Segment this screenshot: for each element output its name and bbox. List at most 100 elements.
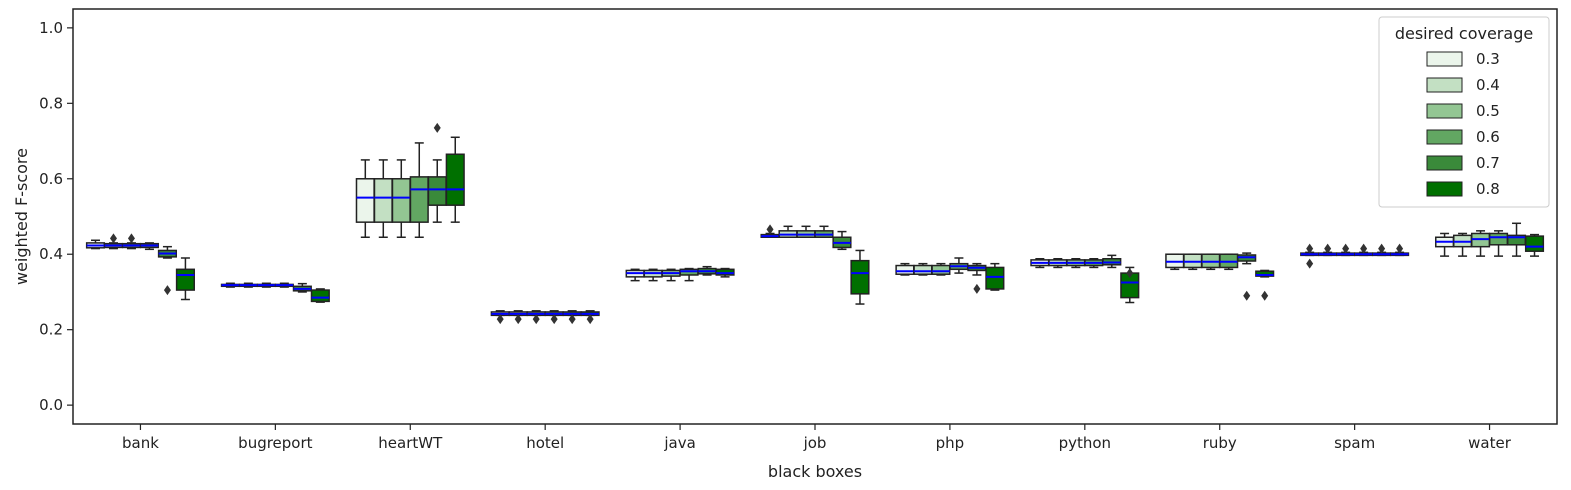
legend-item-0.8: 0.8: [1426, 180, 1500, 198]
outlier-point: [1378, 243, 1386, 254]
box-job-0.5: [796, 225, 816, 239]
box-ruby-0.4: [1183, 253, 1203, 271]
x-tick-label-job: job: [803, 434, 827, 452]
box-spam-0.8: [1390, 243, 1410, 257]
box-spam-0.5: [1336, 243, 1356, 257]
box-spam-0.4: [1318, 243, 1338, 257]
box-water-0.6: [1488, 230, 1509, 257]
legend-label: 0.3: [1476, 50, 1500, 68]
y-tick-label: 0.8: [39, 94, 63, 112]
x-tick-label-ruby: ruby: [1203, 434, 1237, 452]
box-ruby-0.6: [1219, 253, 1239, 271]
legend-item-0.5: 0.5: [1426, 102, 1500, 120]
x-axis: bank bugreport heartWT hotel java job php pytho…: [122, 424, 1512, 452]
box-iqr: [850, 259, 870, 295]
box-php-0.6: [949, 257, 969, 274]
box-heartWT-0.8: [445, 136, 465, 223]
boxes-layer: [85, 122, 1545, 325]
box-iqr: [1255, 270, 1275, 277]
y-tick-label: 0.4: [39, 245, 63, 263]
box-iqr: [391, 178, 411, 223]
box-iqr: [373, 178, 393, 223]
y-tick-label: 0.6: [39, 170, 63, 188]
x-tick-label-bugreport: bugreport: [238, 434, 312, 452]
outlier-point: [1261, 290, 1269, 301]
outlier-point: [109, 233, 117, 244]
x-tick-label-bank: bank: [122, 434, 159, 452]
box-iqr: [1488, 232, 1509, 246]
outlier-point: [127, 233, 135, 244]
box-job-0.3: [760, 224, 780, 238]
box-heartWT-0.6: [409, 142, 429, 238]
box-iqr: [427, 176, 447, 206]
box-php-0.4: [913, 262, 933, 276]
legend-swatch: [1426, 155, 1463, 171]
box-bugreport-0.7: [292, 282, 312, 293]
x-tick-label-water: water: [1468, 434, 1512, 452]
box-iqr: [355, 178, 375, 223]
box-iqr: [175, 268, 195, 291]
box-iqr: [1524, 235, 1545, 252]
box-ruby-0.5: [1201, 253, 1221, 271]
box-spam-0.6: [1354, 243, 1374, 257]
box-job-0.8: [850, 249, 870, 305]
y-tick-label: 1.0: [39, 19, 63, 37]
box-iqr: [985, 266, 1005, 290]
box-bank-0.3: [85, 239, 106, 250]
box-water-0.7: [1506, 222, 1527, 257]
x-tick-label-java: java: [663, 434, 695, 452]
box-java-0.6: [679, 267, 699, 282]
outlier-point: [973, 283, 981, 294]
box-iqr: [409, 176, 429, 223]
outlier-point: [1306, 258, 1314, 269]
plot-frame: [72, 8, 1558, 425]
box-hotel-0.3: [490, 310, 510, 325]
legend-swatch: [1426, 129, 1463, 145]
outlier-point: [1306, 243, 1314, 254]
box-job-0.6: [814, 225, 834, 239]
outlier-point: [433, 122, 441, 133]
x-tick-label-php: php: [936, 434, 965, 452]
box-iqr: [310, 289, 330, 303]
y-tick-label: 0.2: [39, 321, 63, 339]
box-hotel-0.5: [526, 310, 546, 325]
box-water-0.8: [1524, 233, 1545, 257]
outlier-point: [1360, 243, 1368, 254]
box-water-0.3: [1435, 232, 1455, 257]
legend-item-0.7: 0.7: [1426, 154, 1500, 172]
outlier-point: [550, 314, 558, 325]
box-python-0.5: [1066, 258, 1086, 269]
box-python-0.3: [1030, 258, 1050, 269]
x-tick-label-python: python: [1059, 434, 1111, 452]
box-bugreport-0.4: [238, 282, 258, 288]
box-bugreport-0.6: [274, 282, 294, 288]
box-python-0.4: [1048, 258, 1068, 269]
box-hotel-0.6: [544, 310, 564, 325]
box-bugreport-0.5: [256, 282, 276, 288]
legend-item-0.6: 0.6: [1426, 128, 1500, 146]
y-axis-title: weighted F-score: [12, 148, 31, 285]
legend-frame: [1378, 16, 1550, 208]
legend: desired coverage 0.3 0.4 0.5 0.6 0.7 0.8: [1378, 16, 1550, 208]
box-heartWT-0.3: [355, 159, 375, 238]
box-ruby-0.8: [1255, 269, 1275, 301]
legend-label: 0.8: [1476, 180, 1500, 198]
legend-swatch: [1426, 77, 1463, 93]
box-java-0.4: [643, 268, 663, 282]
box-water-0.4: [1452, 232, 1473, 257]
box-water-0.5: [1470, 230, 1491, 257]
legend-swatch: [1426, 103, 1463, 119]
legend-label: 0.5: [1476, 102, 1500, 120]
box-hotel-0.8: [580, 310, 600, 325]
legend-swatch: [1426, 181, 1463, 197]
box-python-0.7: [1102, 254, 1122, 269]
x-tick-label-spam: spam: [1334, 434, 1375, 452]
box-python-0.8: [1120, 266, 1140, 304]
legend-label: 0.7: [1476, 154, 1500, 172]
box-job-0.4: [778, 225, 798, 239]
box-heartWT-0.7: [427, 122, 447, 223]
box-php-0.7: [967, 262, 987, 294]
outlier-point: [568, 314, 576, 325]
